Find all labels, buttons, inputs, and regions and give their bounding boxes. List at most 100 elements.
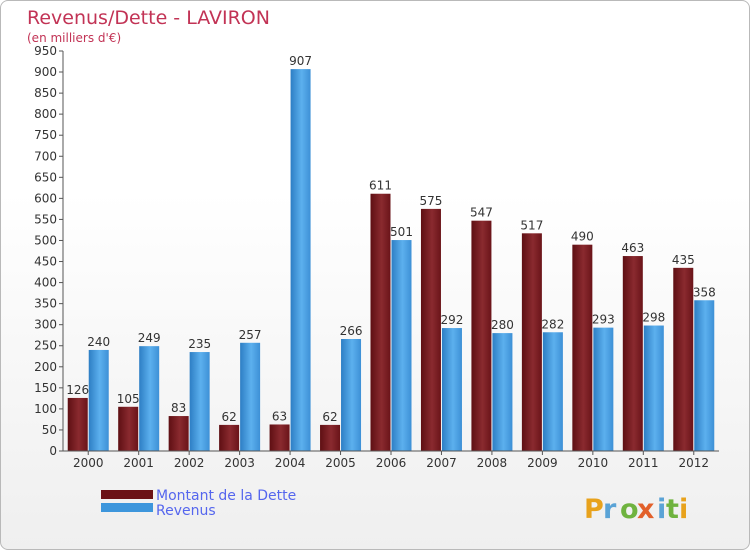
x-tick-label: 2004 [275,456,306,470]
bar-debt [622,256,643,451]
data-label-debt: 547 [470,206,493,220]
y-tick-label: 950 [34,44,57,58]
x-tick-label: 2000 [73,456,104,470]
y-tick-label: 200 [34,360,57,374]
data-label-revenue: 358 [693,285,716,299]
y-tick-label: 900 [34,65,57,79]
data-label-debt: 463 [621,241,644,255]
data-label-revenue: 240 [87,335,110,349]
y-tick-label: 50 [42,423,57,437]
bar-revenue [189,352,210,451]
x-tick-label: 2007 [426,456,457,470]
y-tick-label: 500 [34,233,57,247]
logo-letter: r [603,494,617,525]
data-label-revenue: 249 [138,331,161,345]
bar-debt [521,233,542,451]
data-label-revenue: 298 [642,311,665,325]
data-label-revenue: 257 [239,328,262,342]
data-label-debt: 62 [322,410,337,424]
bar-debt [420,208,441,451]
x-tick-label: 2003 [224,456,255,470]
data-label-revenue: 292 [441,313,464,327]
x-axis: 2000 2001 2002 2003 2004 2005 2006 2007 2008 2009… [63,450,719,470]
y-tick-label: 400 [34,276,57,290]
bar-revenue [290,69,311,452]
data-label-revenue: 282 [541,317,564,331]
data-label-debt: 435 [672,253,695,267]
bar-debt [320,424,341,451]
x-tick-label: 2008 [477,456,508,470]
data-label-debt: 575 [420,194,443,208]
x-tick-label: 2011 [628,456,659,470]
logo-letter: P [584,494,604,525]
data-label-debt: 126 [66,383,89,397]
x-tick-label: 2001 [123,456,154,470]
y-tick-label: 700 [34,149,57,163]
bar-debt [219,424,240,451]
data-label-revenue: 907 [289,54,312,68]
data-label-revenue: 293 [592,313,615,327]
y-tick-label: 100 [34,402,57,416]
x-tick-label: 2002 [174,456,205,470]
data-label-debt: 490 [571,230,594,244]
data-label-debt: 62 [221,410,236,424]
bars-group: 126 240 105 249 83 235 62 257 63 907 62 266 611 501 57… [66,54,716,452]
bar-revenue [643,325,664,451]
y-tick-label: 550 [34,212,57,226]
chart-title: Revenus/Dette - LAVIRON [27,7,270,29]
data-label-revenue: 501 [390,225,413,239]
x-tick-label: 2009 [527,456,558,470]
data-label-debt: 63 [272,409,287,423]
bar-debt [673,267,694,451]
bar-debt [471,220,492,451]
bar-revenue [441,328,462,451]
legend: Montant de la Dette Revenus [101,488,296,519]
bar-revenue [88,349,109,451]
y-tick-label: 350 [34,297,57,311]
y-tick-label: 150 [34,381,57,395]
y-tick-label: 300 [34,318,57,332]
bar-debt [370,193,391,451]
logo-letter: x [637,494,654,525]
x-tick-label: 2005 [325,456,356,470]
bar-revenue [593,327,614,451]
bar-revenue [492,333,513,451]
logo-letter: i [679,494,688,525]
bar-revenue [341,339,362,451]
bar-debt [67,397,88,451]
bar-revenue [694,300,715,451]
data-label-debt: 105 [117,392,140,406]
y-tick-label: 750 [34,128,57,142]
y-tick-label: 450 [34,255,57,269]
bar-debt [269,424,290,451]
bar-debt [572,244,593,451]
logo-letter: o [620,494,639,525]
bar-revenue [391,240,412,451]
x-tick-label: 2006 [376,456,407,470]
bar-revenue [542,332,563,451]
y-tick-label: 600 [34,191,57,205]
bar-debt [118,406,139,451]
data-label-debt: 611 [369,179,392,193]
x-tick-label: 2012 [678,456,709,470]
y-tick-label: 850 [34,86,57,100]
logo-letter: i [657,494,666,525]
data-label-revenue: 235 [188,337,211,351]
x-tick-label: 2010 [578,456,609,470]
data-label-revenue: 280 [491,318,514,332]
legend-label-revenue: Revenus [156,503,216,519]
bar-revenue [240,342,261,451]
y-tick-label: 250 [34,339,57,353]
bar-debt [168,416,189,451]
y-axis: 0 50 100 150 200 250 300 350 400 450 500 550 600 650 7… [34,44,64,458]
legend-swatch-revenue [101,503,153,512]
y-tick-label: 650 [34,170,57,184]
bar-revenue [139,346,160,451]
data-label-debt: 83 [171,401,186,415]
legend-swatch-debt [101,490,153,499]
y-tick-label: 0 [49,444,57,458]
chart-subtitle: (en milliers d'€) [27,31,121,45]
